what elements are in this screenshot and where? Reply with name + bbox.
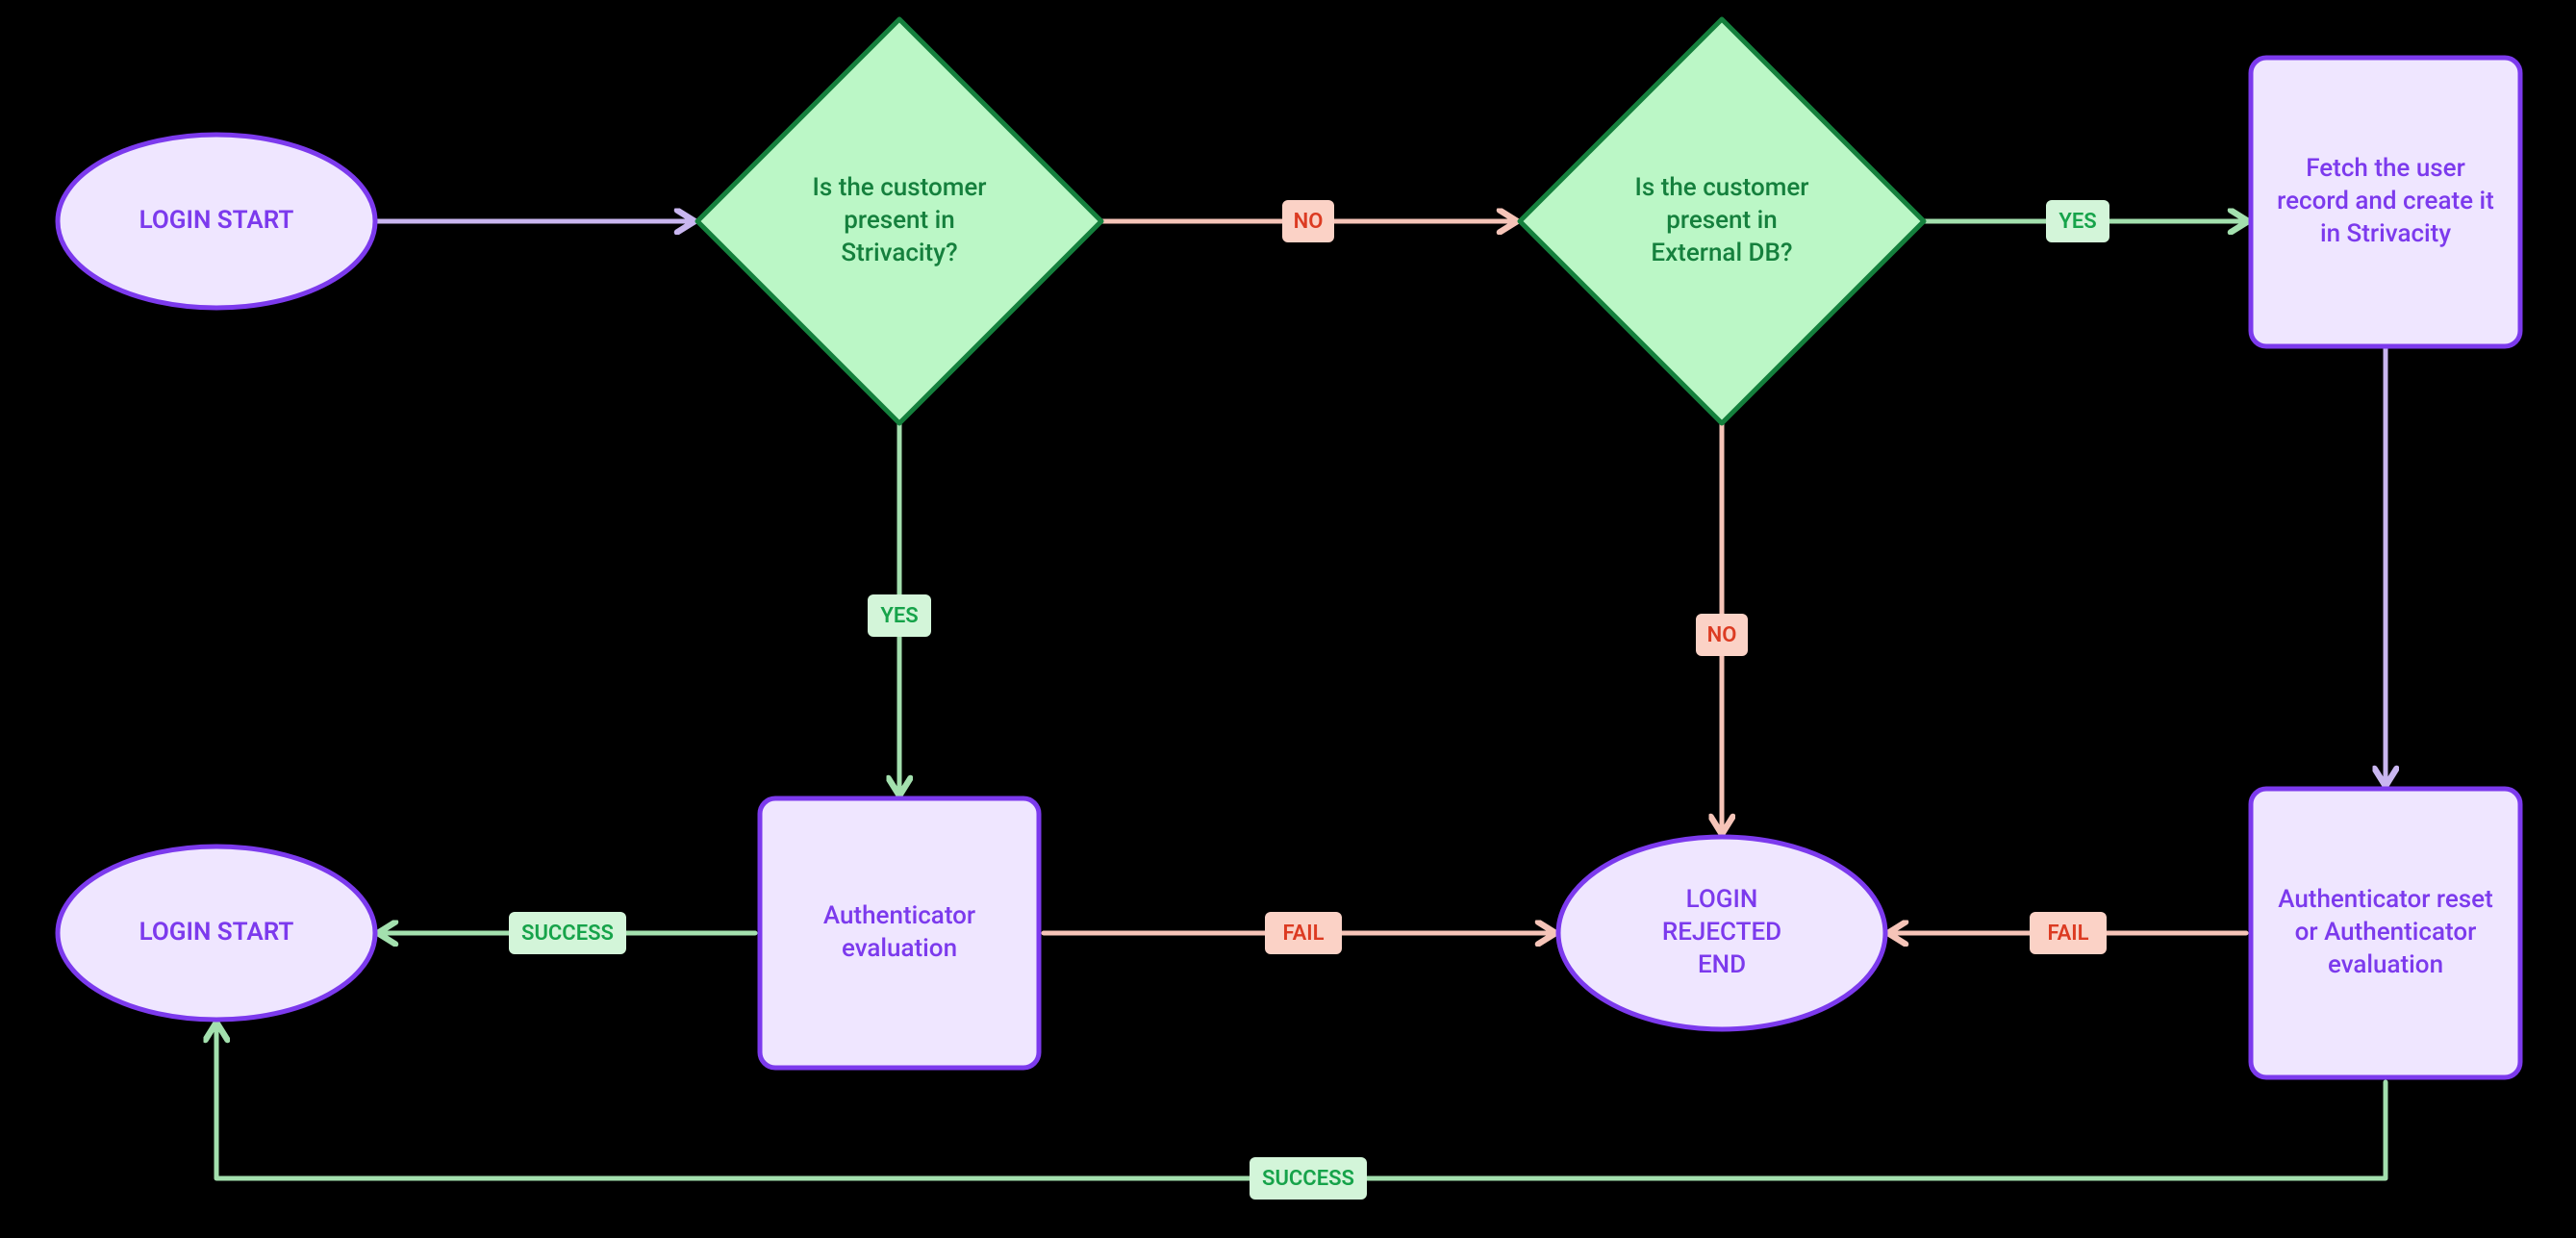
node-fetch_record: Fetch the user record and create it in S… xyxy=(2251,58,2520,346)
edge-e10 xyxy=(216,1024,2386,1178)
edge-badge-e2: NO xyxy=(1282,200,1334,242)
edge-badge-e7: SUCCESS xyxy=(509,912,626,954)
node-login_rejected-label: LOGINREJECTEDEND xyxy=(1558,837,1885,1029)
edge-badge-e8: FAIL xyxy=(1265,912,1342,954)
node-auth_reset-label: Authenticator reset or Authenticator eva… xyxy=(2251,789,2520,1077)
edge-badge-e3: YES xyxy=(2046,200,2109,242)
node-start_bottom: LOGIN START xyxy=(58,846,375,1020)
node-decision_external-label: Is the customer present in External DB? xyxy=(1520,19,1924,423)
edge-badge-e4: YES xyxy=(868,594,931,637)
node-start_bottom-label: LOGIN START xyxy=(58,846,375,1020)
node-start_top: LOGIN START xyxy=(58,135,375,308)
node-auth_reset: Authenticator reset or Authenticator eva… xyxy=(2251,789,2520,1077)
node-auth_eval: Authenticator evaluation xyxy=(760,798,1039,1068)
node-decision_strivacity-label: Is the customer present in Strivacity? xyxy=(697,19,1101,423)
edge-badge-e5: NO xyxy=(1696,614,1748,656)
edge-badge-e10: SUCCESS xyxy=(1250,1157,1367,1200)
node-decision_strivacity: Is the customer present in Strivacity? xyxy=(697,19,1101,423)
node-fetch_record-label: Fetch the user record and create it in S… xyxy=(2251,58,2520,346)
node-auth_eval-label: Authenticator evaluation xyxy=(760,798,1039,1068)
flowchart-root: LOGIN START Is the customer present in St… xyxy=(0,0,2576,1238)
node-login_rejected: LOGINREJECTEDEND xyxy=(1558,837,1885,1029)
node-start_top-label: LOGIN START xyxy=(58,135,375,308)
node-decision_external: Is the customer present in External DB? xyxy=(1520,19,1924,423)
edge-badge-e9: FAIL xyxy=(2030,912,2107,954)
